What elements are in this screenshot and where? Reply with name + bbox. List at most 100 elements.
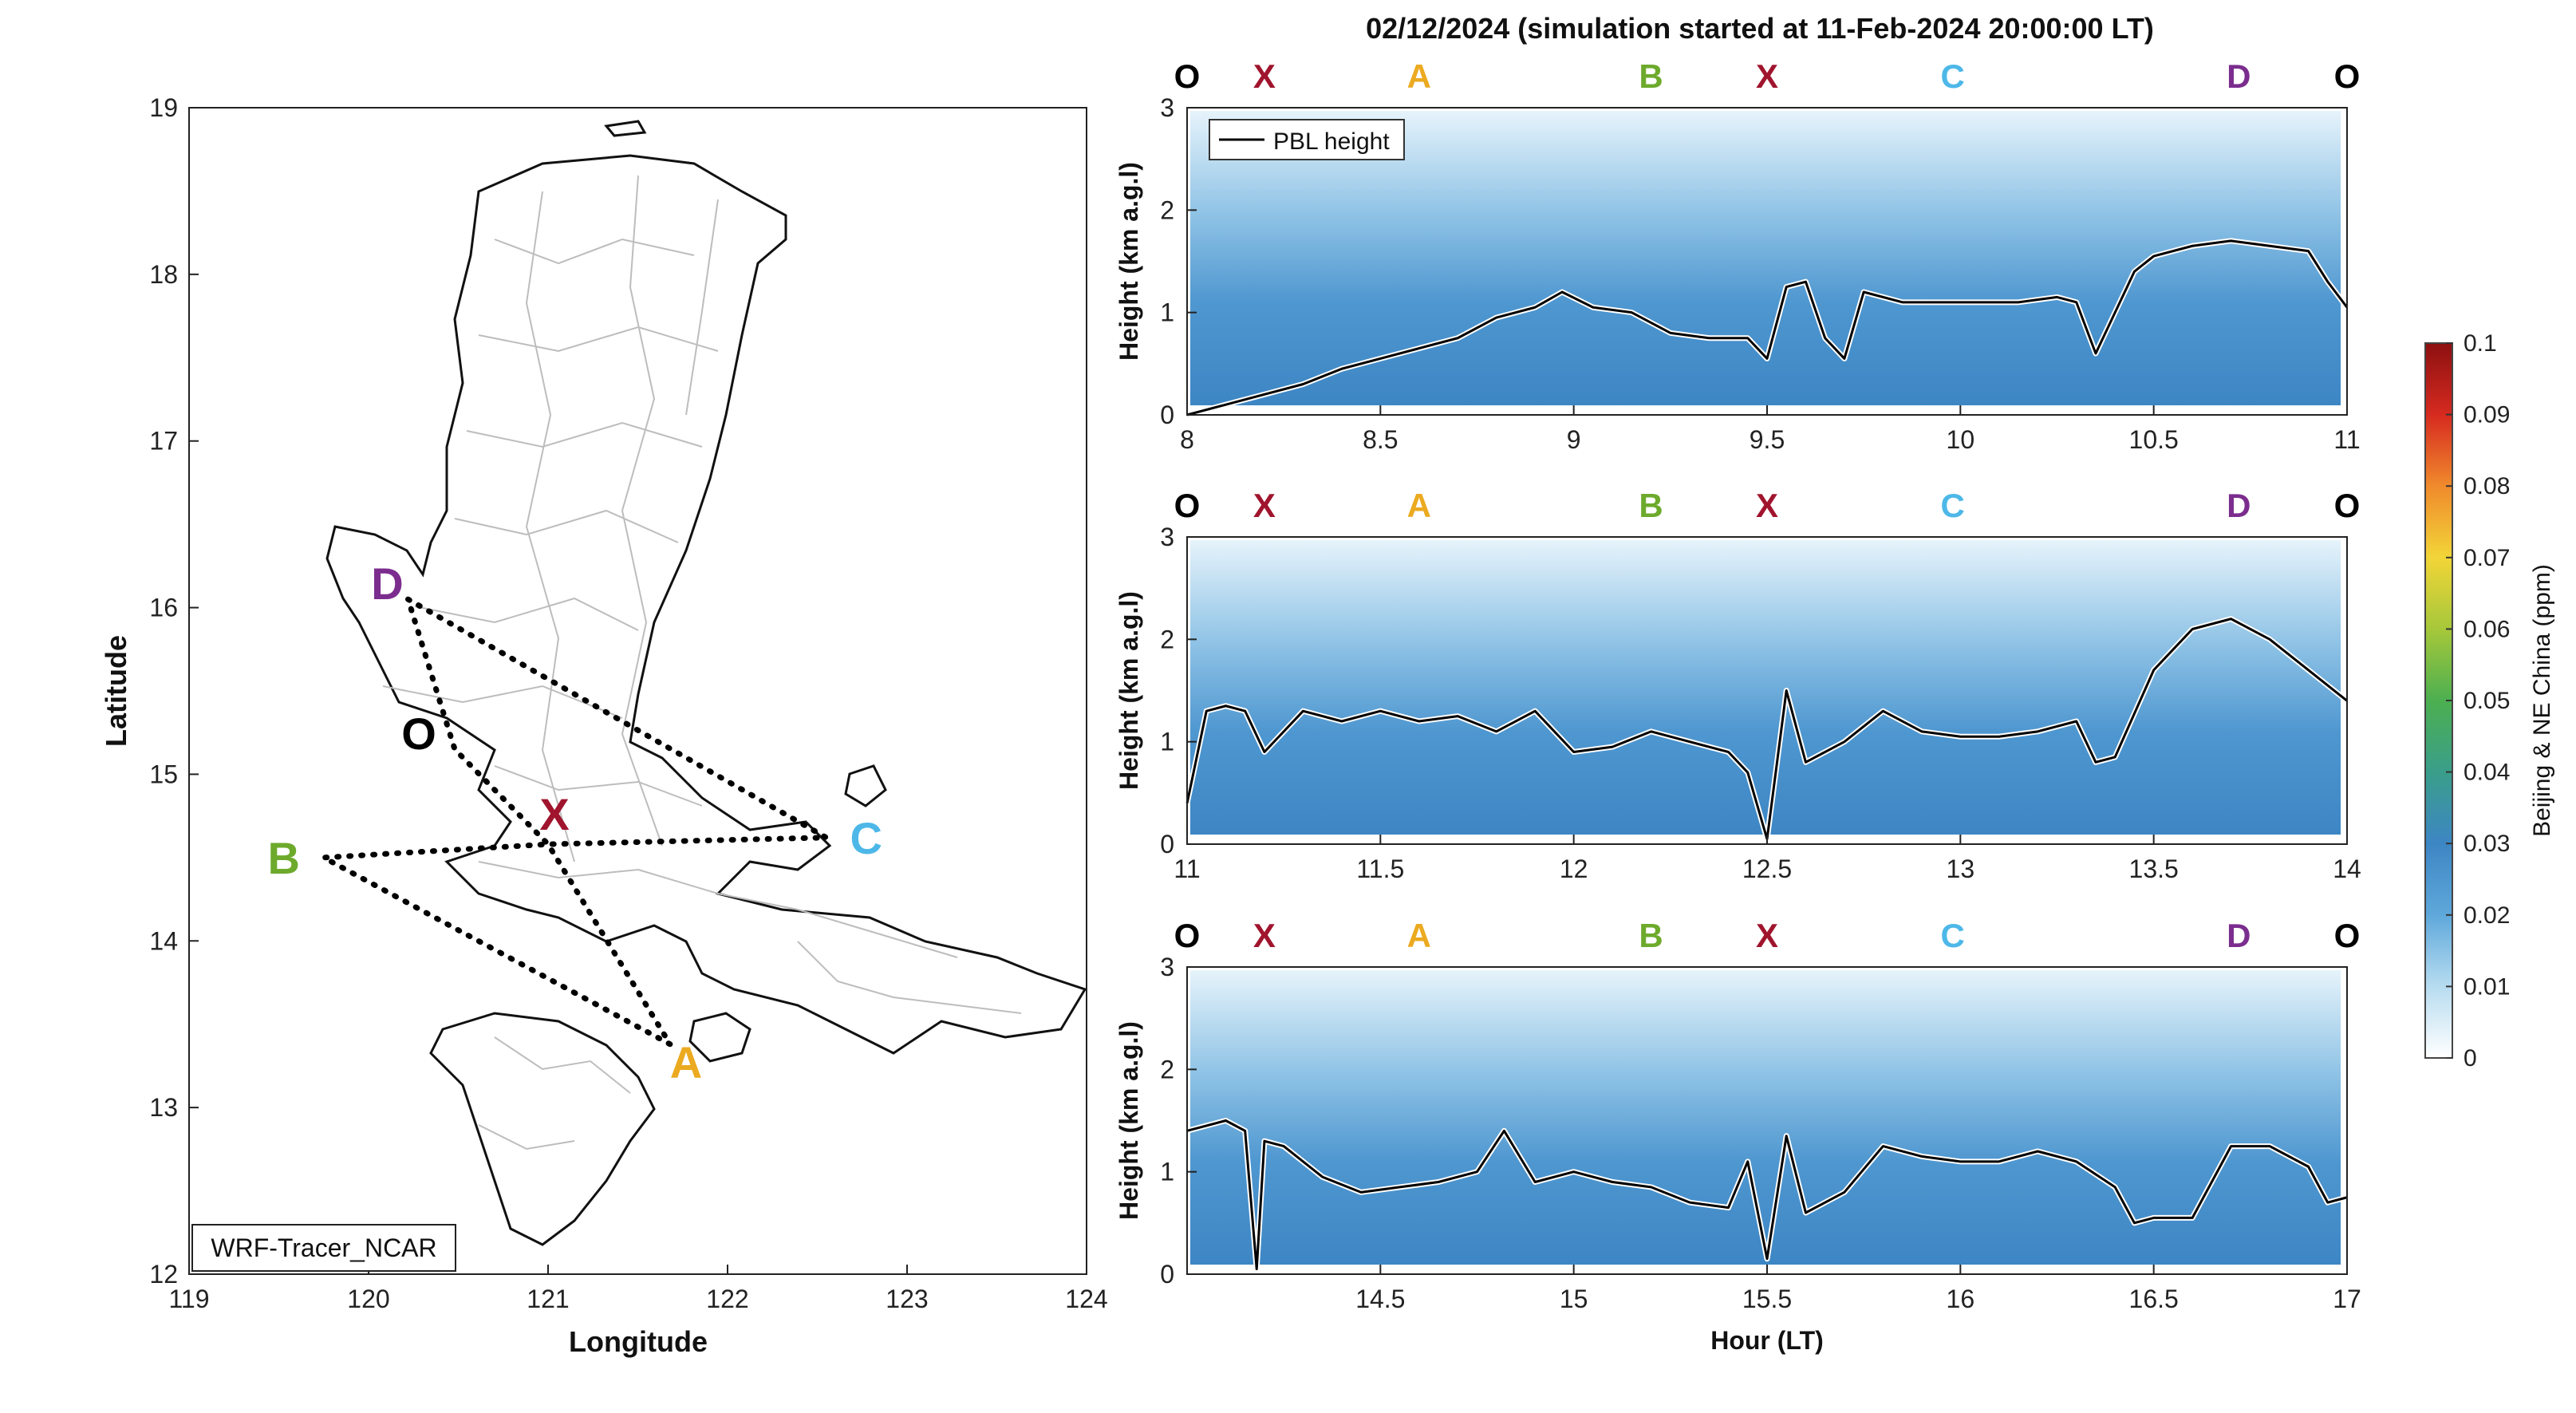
station-marker-d: D (2227, 487, 2251, 524)
x-tick-label: 8.5 (1363, 425, 1398, 454)
map-x-tick-label: 119 (168, 1285, 209, 1313)
map-x-tick-label: 120 (347, 1285, 389, 1313)
y-tick-label: 3 (1160, 93, 1174, 122)
station-marker-o: O (2334, 487, 2361, 524)
y-axis-label: Height (km a.g.l) (1114, 1021, 1143, 1220)
x-tick-label: 8 (1180, 425, 1194, 454)
x-tick-label: 9 (1567, 425, 1581, 454)
y-tick-label: 2 (1160, 625, 1174, 653)
colorbar-tick-label: 0.05 (2464, 688, 2510, 714)
land-masses (325, 120, 1087, 1246)
map-x-tick-label: 124 (1065, 1285, 1107, 1313)
station-marker-x: X (1253, 487, 1276, 524)
map-y-tick-label: 13 (149, 1093, 178, 1122)
colorbar-tick-label: 0.09 (2464, 402, 2510, 428)
map-y-tick-label: 19 (149, 93, 178, 122)
station-marker-c: C (1940, 57, 1964, 95)
map-station-o: O (401, 708, 436, 759)
municipal-boundaries (382, 175, 1022, 1151)
x-tick-label: 16 (1947, 1285, 1975, 1313)
y-tick-label: 0 (1160, 1260, 1174, 1289)
map-y-tick-label: 15 (149, 760, 178, 788)
y-tick-label: 0 (1160, 830, 1174, 858)
station-marker-c: C (1940, 917, 1964, 954)
x-tick-label: 15.5 (1742, 1285, 1792, 1313)
station-marker-o: O (1174, 487, 1201, 524)
map-xlabel: Longitude (569, 1325, 708, 1358)
map-y-tick-label: 17 (149, 427, 178, 456)
babuyan-island (604, 120, 647, 137)
station-marker-x: X (1756, 487, 1778, 524)
map-points: D O X C B A (268, 558, 882, 1087)
y-tick-label: 1 (1160, 298, 1174, 327)
x-tick-label: 13.5 (2129, 855, 2179, 883)
x-tick-label: 9.5 (1750, 425, 1785, 454)
colorbar-tick-label: 0.02 (2464, 902, 2510, 929)
station-marker-o: O (2334, 57, 2361, 95)
x-tick-label: 15 (1560, 1285, 1588, 1313)
station-marker-a: A (1407, 57, 1431, 95)
marinduque-island (688, 1012, 751, 1063)
x-tick-label: 14 (2333, 855, 2361, 883)
station-marker-x: X (1756, 917, 1778, 954)
colorbar-label: Beijing & NE China (ppm) (2529, 564, 2555, 837)
y-tick-label: 1 (1160, 728, 1174, 756)
map-station-c: C (850, 813, 882, 863)
map-x-tick-label: 122 (706, 1285, 748, 1313)
pbl-height-line (1185, 618, 2348, 841)
mindoro-island (429, 1012, 656, 1246)
station-marker-d: D (2227, 57, 2251, 95)
map-x-tick-label: 121 (527, 1285, 569, 1313)
map-panel: D O X C B A 119 120 121 122 123 124 12 13 14 15 16 17 18… (100, 93, 1108, 1358)
time-height-panel-3: 14.5 15 15.5 16 16.5 17 0 1 2 3 Height (km a.g.l) H… (1114, 917, 2361, 1355)
map-ylabel: Latitude (100, 635, 132, 747)
station-marker-x: X (1253, 57, 1276, 95)
map-y-tick-label: 12 (149, 1260, 178, 1289)
x-tick-label: 17 (2333, 1285, 2361, 1313)
map-x-tick-label: 123 (886, 1285, 928, 1313)
x-tick-label: 14.5 (1355, 1285, 1405, 1313)
map-station-b: B (268, 833, 300, 883)
colorbar-tick-label: 0.01 (2464, 973, 2510, 1000)
map-y-tick-label: 16 (149, 594, 178, 622)
colorbar: 0 0.01 0.02 0.03 0.04 0.05 0.06 0.07 0.08 0.09 0.1… (2424, 330, 2555, 1072)
y-tick-label: 3 (1160, 523, 1174, 551)
station-marker-x: X (1253, 917, 1276, 954)
colorbar-tick-label: 0.04 (2464, 760, 2510, 786)
x-tick-label: 11 (1174, 855, 1200, 883)
y-tick-label: 0 (1160, 401, 1174, 429)
colorbar-ticks: 0 0.01 0.02 0.03 0.04 0.05 0.06 0.07 0.08 0.09 0.1 (2446, 330, 2510, 1072)
map-station-a: A (670, 1037, 702, 1087)
station-marker-b: B (1639, 57, 1663, 95)
legend: PBL height (1209, 119, 1405, 160)
map-x-ticks: 119 120 121 122 123 124 (168, 1265, 1108, 1313)
y-tick-label: 1 (1160, 1158, 1174, 1186)
pbl-height-line (1186, 1119, 2348, 1271)
y-tick-label: 2 (1160, 1055, 1174, 1083)
colorbar-tick-label: 0.07 (2464, 545, 2510, 571)
x-tick-label: 10 (1947, 425, 1975, 454)
station-marker-d: D (2227, 917, 2251, 954)
station-marker-b: B (1639, 917, 1663, 954)
station-marker-a: A (1407, 487, 1431, 524)
station-marker-o: O (1174, 917, 1201, 954)
map-route (314, 596, 837, 1052)
colorbar-tick-label: 0.1 (2464, 330, 2497, 357)
map-station-d: D (371, 558, 403, 609)
x-tick-label: 11.5 (1356, 855, 1404, 883)
concentration-field (1190, 540, 2341, 835)
y-axis-label: Height (km a.g.l) (1114, 591, 1143, 790)
station-marker-o: O (2334, 917, 2361, 954)
figure-title: 02/12/2024 (simulation started at 11-Feb… (1366, 12, 2154, 45)
x-axis-label: Hour (LT) (1710, 1326, 1824, 1355)
map-y-tick-label: 18 (149, 260, 178, 289)
map-y-tick-label: 14 (149, 926, 178, 955)
map-y-ticks: 12 13 14 15 16 17 18 19 (149, 93, 199, 1289)
map-station-x: X (539, 789, 569, 839)
polillo-island (844, 764, 887, 807)
colorbar-tick-label: 0 (2464, 1045, 2477, 1072)
model-label-box (191, 1224, 456, 1272)
station-marker-b: B (1639, 487, 1663, 524)
